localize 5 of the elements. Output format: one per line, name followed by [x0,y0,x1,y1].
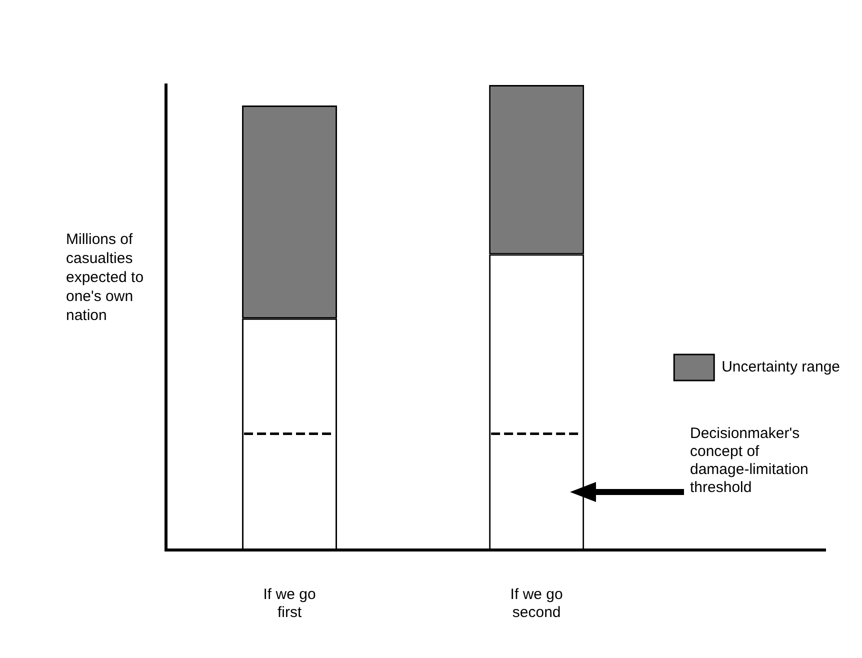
annotation: Decisionmaker's concept of damage-limitation threshold [690,424,808,496]
x-tick-label: If we go second [510,586,563,622]
y-axis-title: Millions of casualties expected to one's own nation [66,230,145,325]
legend-label: Uncertainty range [722,358,840,376]
x-tick-label: If we go first [263,586,316,622]
